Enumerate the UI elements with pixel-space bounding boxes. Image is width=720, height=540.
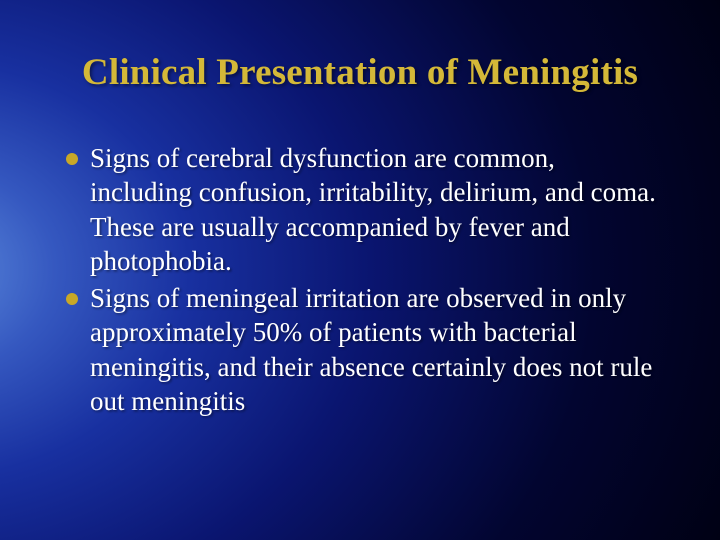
bullet-icon [66, 293, 78, 305]
slide-title: Clinical Presentation of Meningitis [48, 52, 672, 95]
list-item: Signs of cerebral dysfunction are common… [66, 141, 662, 279]
bullet-text: Signs of cerebral dysfunction are common… [90, 141, 662, 279]
bullet-icon [66, 153, 78, 165]
slide: Clinical Presentation of Meningitis Sign… [0, 0, 720, 540]
list-item: Signs of meningeal irritation are observ… [66, 281, 662, 419]
slide-body: Signs of cerebral dysfunction are common… [48, 141, 672, 419]
bullet-text: Signs of meningeal irritation are observ… [90, 281, 662, 419]
